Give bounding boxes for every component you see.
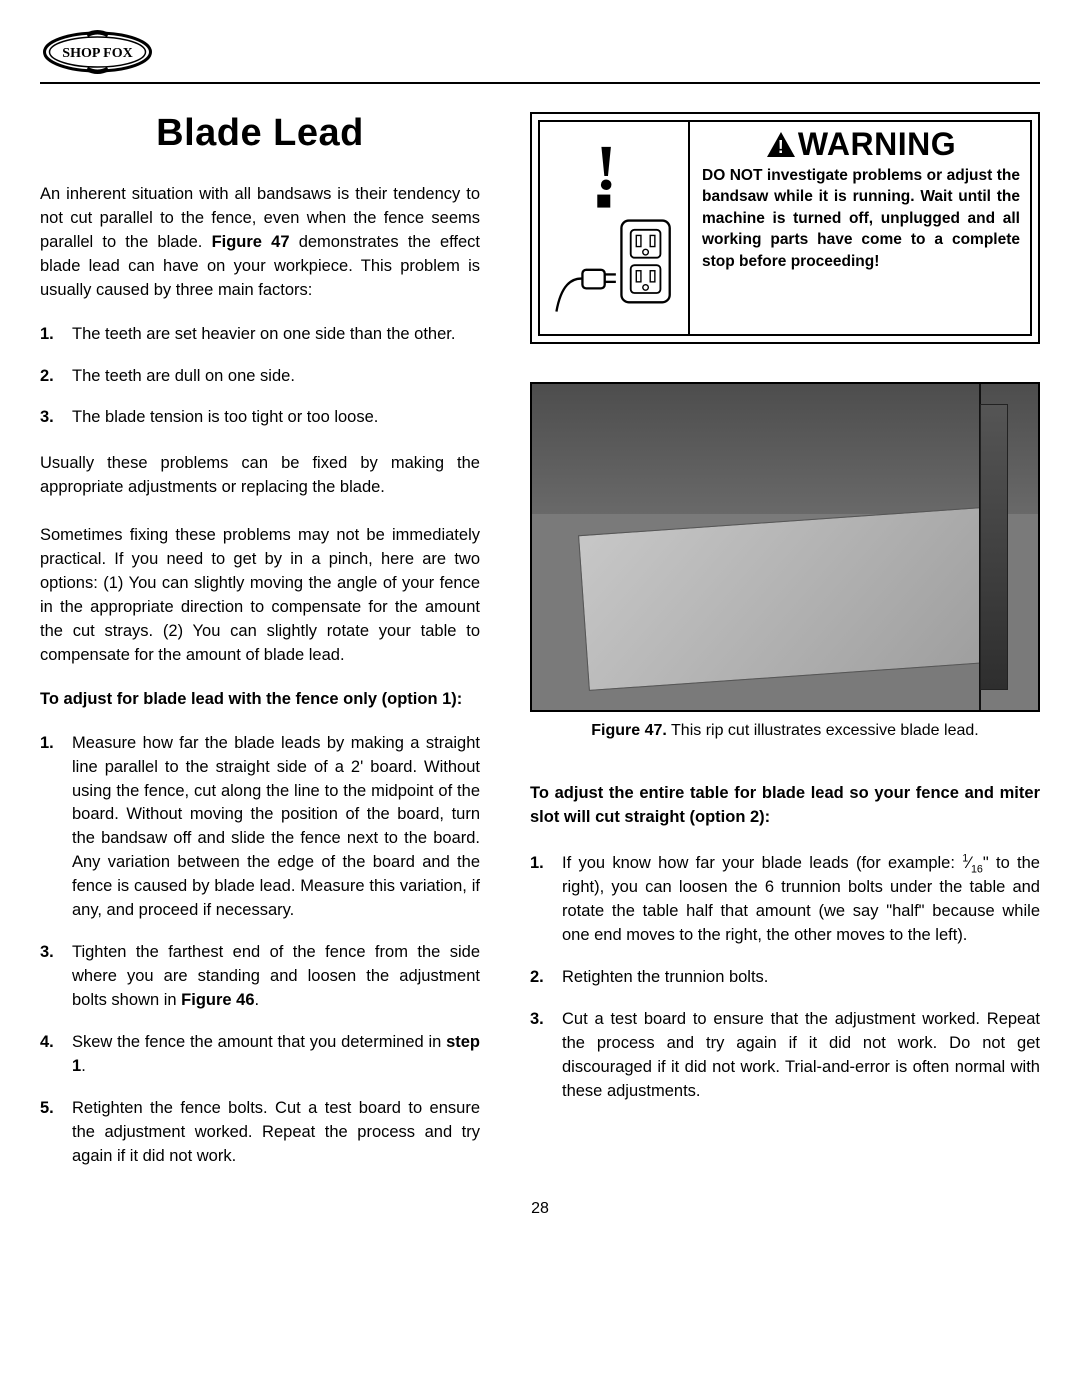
warning-callout: !: [530, 112, 1040, 344]
step-item: 3. Tighten the farthest end of the fence…: [40, 941, 480, 1013]
warning-title-text: WARNING: [798, 126, 956, 163]
fix-paragraph: Usually these problems can be fixed by m…: [40, 452, 480, 500]
step-pre: Skew the fence the amount that you deter…: [72, 1033, 446, 1051]
figure-caption-text: This rip cut illustrates excessive blade…: [667, 722, 979, 739]
step-pre: Tighten the farthest end of the fence fr…: [72, 943, 480, 1009]
step-pre: If you know how far your blade leads (fo…: [562, 854, 962, 872]
frac-den: 16: [971, 864, 983, 876]
list-text: Retighten the fence bolts. Cut a test bo…: [72, 1097, 480, 1169]
cause-item: 3. The blade tension is too tight or too…: [40, 406, 480, 430]
shop-fox-logo: SHOP FOX: [40, 28, 155, 76]
list-number: 1.: [40, 323, 72, 347]
header-rule: [40, 82, 1040, 84]
step-post: .: [255, 991, 260, 1009]
list-text: The blade tension is too tight or too lo…: [72, 406, 480, 430]
list-number: 2.: [530, 966, 562, 990]
svg-text:!: !: [778, 137, 785, 157]
step-bold: Figure 46: [181, 991, 254, 1009]
warning-title: ! WARNING: [702, 126, 1020, 163]
list-number: 3.: [40, 406, 72, 430]
right-column: !: [530, 112, 1040, 1190]
warning-inner: !: [538, 120, 1032, 336]
photo-arm-shade: [980, 404, 1008, 691]
unplug-icon: !: [549, 133, 679, 323]
option2-steps: 1. If you know how far your blade leads …: [530, 852, 1040, 1103]
step-item: 2. Retighten the trunnion bolts.: [530, 966, 1040, 990]
list-number: 1.: [40, 732, 72, 923]
step-item: 1. Measure how far the blade leads by ma…: [40, 732, 480, 923]
warning-illustration: !: [540, 122, 690, 334]
warning-triangle-icon: !: [766, 131, 796, 159]
warning-body: ! WARNING DO NOT investigate problems or…: [690, 122, 1030, 334]
list-number: 3.: [530, 1008, 562, 1104]
option1-heading: To adjust for blade lead with the fence …: [40, 688, 480, 712]
logo-text: SHOP FOX: [62, 46, 132, 61]
list-text: The teeth are dull on one side.: [72, 365, 480, 389]
list-number: 3.: [40, 941, 72, 1013]
intro-fig-ref: Figure 47: [212, 233, 290, 251]
list-text: Tighten the farthest end of the fence fr…: [72, 941, 480, 1013]
photo-board-shade: [578, 507, 993, 691]
step-post: .: [81, 1057, 86, 1075]
step-item: 3. Cut a test board to ensure that the a…: [530, 1008, 1040, 1104]
list-number: 2.: [40, 365, 72, 389]
step-item: 4. Skew the fence the amount that you de…: [40, 1031, 480, 1079]
frac-num: 1: [962, 853, 968, 865]
cause-item: 2. The teeth are dull on one side.: [40, 365, 480, 389]
list-number: 5.: [40, 1097, 72, 1169]
step-item: 1. If you know how far your blade leads …: [530, 852, 1040, 948]
list-text: If you know how far your blade leads (fo…: [562, 852, 1040, 948]
svg-text:!: !: [595, 133, 617, 204]
figure-47: Figure 47. This rip cut illustrates exce…: [530, 382, 1040, 742]
list-number: 1.: [530, 852, 562, 948]
list-text: The teeth are set heavier on one side th…: [72, 323, 480, 347]
step-item: 5. Retighten the fence bolts. Cut a test…: [40, 1097, 480, 1169]
left-column: Blade Lead An inherent situation with al…: [40, 112, 480, 1190]
list-text: Cut a test board to ensure that the adju…: [562, 1008, 1040, 1104]
figure-47-image: [530, 382, 1040, 712]
page-number: 28: [40, 1200, 1040, 1218]
page-header: SHOP FOX: [40, 28, 1040, 76]
figure-label: Figure 47.: [591, 722, 667, 739]
cause-item: 1. The teeth are set heavier on one side…: [40, 323, 480, 347]
intro-paragraph: An inherent situation with all bandsaws …: [40, 183, 480, 303]
list-text: Measure how far the blade leads by makin…: [72, 732, 480, 923]
page-title: Blade Lead: [40, 112, 480, 155]
options-paragraph: Sometimes fixing these problems may not …: [40, 524, 480, 668]
photo-bg-shade: [532, 384, 1038, 514]
two-column-layout: Blade Lead An inherent situation with al…: [40, 112, 1040, 1190]
list-number: 4.: [40, 1031, 72, 1079]
list-text: Skew the fence the amount that you deter…: [72, 1031, 480, 1079]
option1-steps: 1. Measure how far the blade leads by ma…: [40, 732, 480, 1169]
causes-list: 1. The teeth are set heavier on one side…: [40, 323, 480, 431]
warning-text: DO NOT investigate problems or adjust th…: [702, 165, 1020, 272]
list-text: Retighten the trunnion bolts.: [562, 966, 1040, 990]
option2-heading: To adjust the entire table for blade lea…: [530, 782, 1040, 830]
figure-47-caption: Figure 47. This rip cut illustrates exce…: [530, 720, 1040, 742]
